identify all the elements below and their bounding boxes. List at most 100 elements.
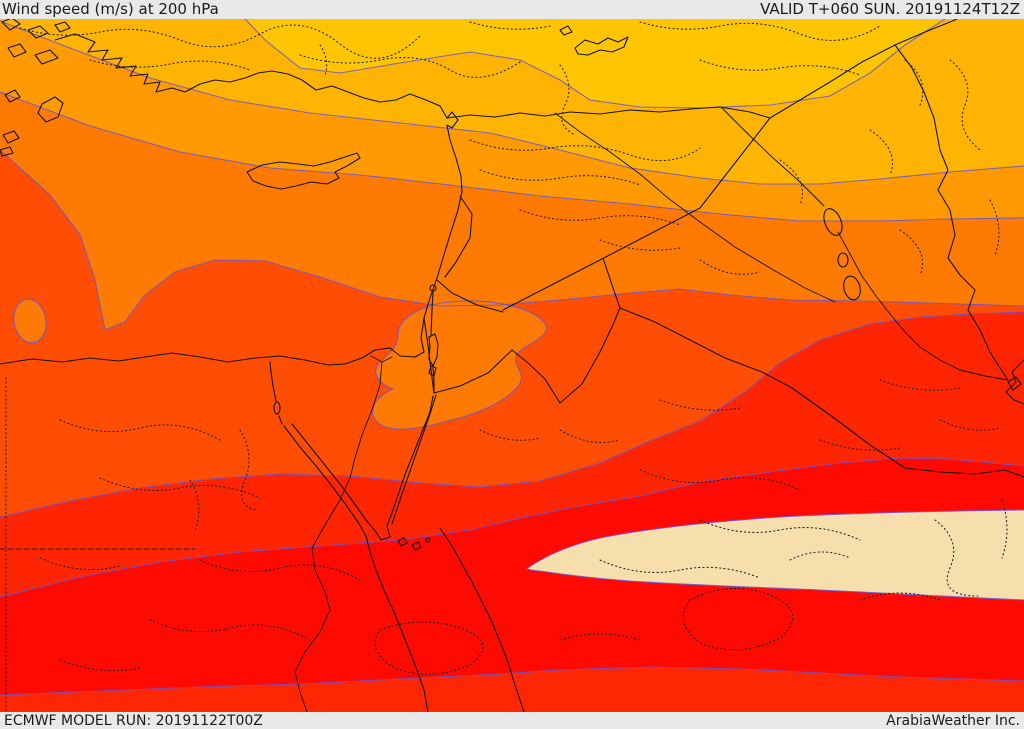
valid-time-label: VALID T+060 SUN. 20191124T12Z: [760, 0, 1020, 18]
jet-core-cream-blob: [527, 510, 1024, 600]
coastlines-and-borders: [0, 19, 1024, 712]
admin-boundary: [639, 469, 801, 491]
credit-label: ArabiaWeather Inc.: [886, 712, 1020, 729]
saudi-red-sea-coast: [439, 527, 525, 712]
admin-boundary: [519, 209, 681, 226]
iraqi-lake: [823, 208, 843, 236]
aegean-island: [0, 146, 14, 157]
aegean-island: [54, 21, 71, 33]
map-title: Wind speed (m/s) at 200 hPa: [2, 0, 219, 18]
contour-line: [244, 19, 946, 109]
turkish-lake: [574, 36, 629, 56]
euphrates-river: [554, 112, 836, 303]
syria-jordan-border: [436, 279, 504, 313]
iraqi-lake: [843, 275, 861, 301]
iraqi-lake: [837, 252, 849, 268]
rivers: [294, 107, 1009, 712]
jordan-river-line: [430, 291, 434, 337]
admin-boundary: [319, 44, 328, 76]
admin-boundary: [59, 419, 221, 441]
admin-boundary: [469, 139, 701, 162]
model-run-label: ECMWF MODEL RUN: 20191122T00Z: [4, 712, 263, 729]
admin-boundary: [19, 24, 421, 59]
contour-line: [0, 666, 1024, 696]
syria-iraq-border: [502, 117, 771, 311]
aegean-island: [27, 25, 49, 39]
admin-boundary: [1001, 499, 1008, 559]
aegean-island: [1, 19, 21, 31]
blob-left-dark-orange: [13, 299, 47, 343]
admin-boundary: [469, 21, 551, 30]
admin-boundary: [599, 239, 681, 251]
admin-boundary: [559, 633, 641, 641]
mediterranean-coastline: [0, 33, 463, 366]
admin-boundaries: [0, 21, 1008, 711]
band-lower-red: [0, 667, 1024, 712]
rhodes-island: [37, 96, 64, 123]
contour-line: [0, 311, 1024, 518]
contour-line: [0, 149, 1024, 331]
kuwait-bay: [1007, 376, 1022, 391]
admin-boundary: [659, 399, 741, 411]
jordan-saudi-border-zigzag: [433, 307, 621, 404]
dead-sea: [428, 333, 439, 367]
lebanon-syria-border: [444, 195, 473, 278]
turkish-lake: [559, 25, 573, 36]
wind-speed-map: [0, 19, 1024, 712]
aegean-island: [2, 130, 20, 144]
bitter-lakes: [273, 401, 281, 415]
turkey-caucasus-border: [769, 19, 958, 119]
aegean-island: [4, 89, 21, 103]
admin-boundary: [779, 159, 804, 206]
tiran-island: [397, 537, 408, 547]
red-sea-island: [425, 537, 431, 543]
admin-boundary: [869, 129, 894, 176]
admin-boundary: [39, 557, 121, 571]
admin-boundary: [99, 477, 261, 499]
admin-boundary: [879, 379, 961, 391]
admin-boundary: [639, 21, 881, 41]
gulf-of-aqaba-east-coast: [391, 394, 437, 525]
aegean-island: [34, 49, 59, 65]
admin-boundary: [899, 229, 924, 276]
admin-boundary: [89, 59, 251, 71]
contour-line: [13, 298, 47, 344]
admin-boundary: [299, 54, 521, 78]
admin-boundary: [699, 519, 861, 541]
admin-boundary: [859, 592, 941, 601]
aegean-island: [7, 43, 27, 58]
contour-line: [526, 509, 1024, 601]
turkey-syria-border: [446, 106, 771, 119]
sinai-west-coast: [291, 395, 434, 541]
admin-boundary: [199, 559, 361, 581]
admin-boundary: [904, 59, 924, 106]
admin-boundary: [479, 429, 541, 441]
admin-boundary: [479, 169, 641, 186]
footer-bar: ECMWF MODEL RUN: 20191122T00Z ArabiaWeat…: [0, 712, 1024, 729]
admin-boundary: [934, 519, 979, 597]
admin-boundary: [599, 559, 761, 579]
gulf-of-suez-west-coast: [283, 425, 429, 712]
red-sea-island: [411, 541, 422, 551]
admin-boundary: [939, 419, 1001, 431]
contour-line: [0, 91, 1024, 222]
admin-boundary: [559, 64, 576, 136]
admin-boundary: [949, 59, 981, 151]
contour-line: [0, 457, 1024, 598]
dead-sea-south-basin: [428, 365, 437, 377]
admin-boundary: [989, 199, 1000, 256]
admin-boundary: [189, 479, 200, 531]
blob-jordan-dark-orange: [372, 301, 547, 430]
admin-boundary: [374, 621, 484, 675]
band-gold: [245, 19, 945, 108]
admin-boundary: [789, 551, 851, 561]
cyprus-island: [246, 152, 361, 190]
nile-river: [294, 361, 383, 712]
nile-delta-branch: [370, 355, 393, 363]
contour-line: [0, 20, 1024, 185]
wind-speed-bands: [0, 19, 1024, 712]
wind-speed-contours: [0, 19, 1024, 696]
admin-boundary: [59, 659, 141, 672]
title-bar: Wind speed (m/s) at 200 hPa VALID T+060 …: [0, 0, 1024, 19]
